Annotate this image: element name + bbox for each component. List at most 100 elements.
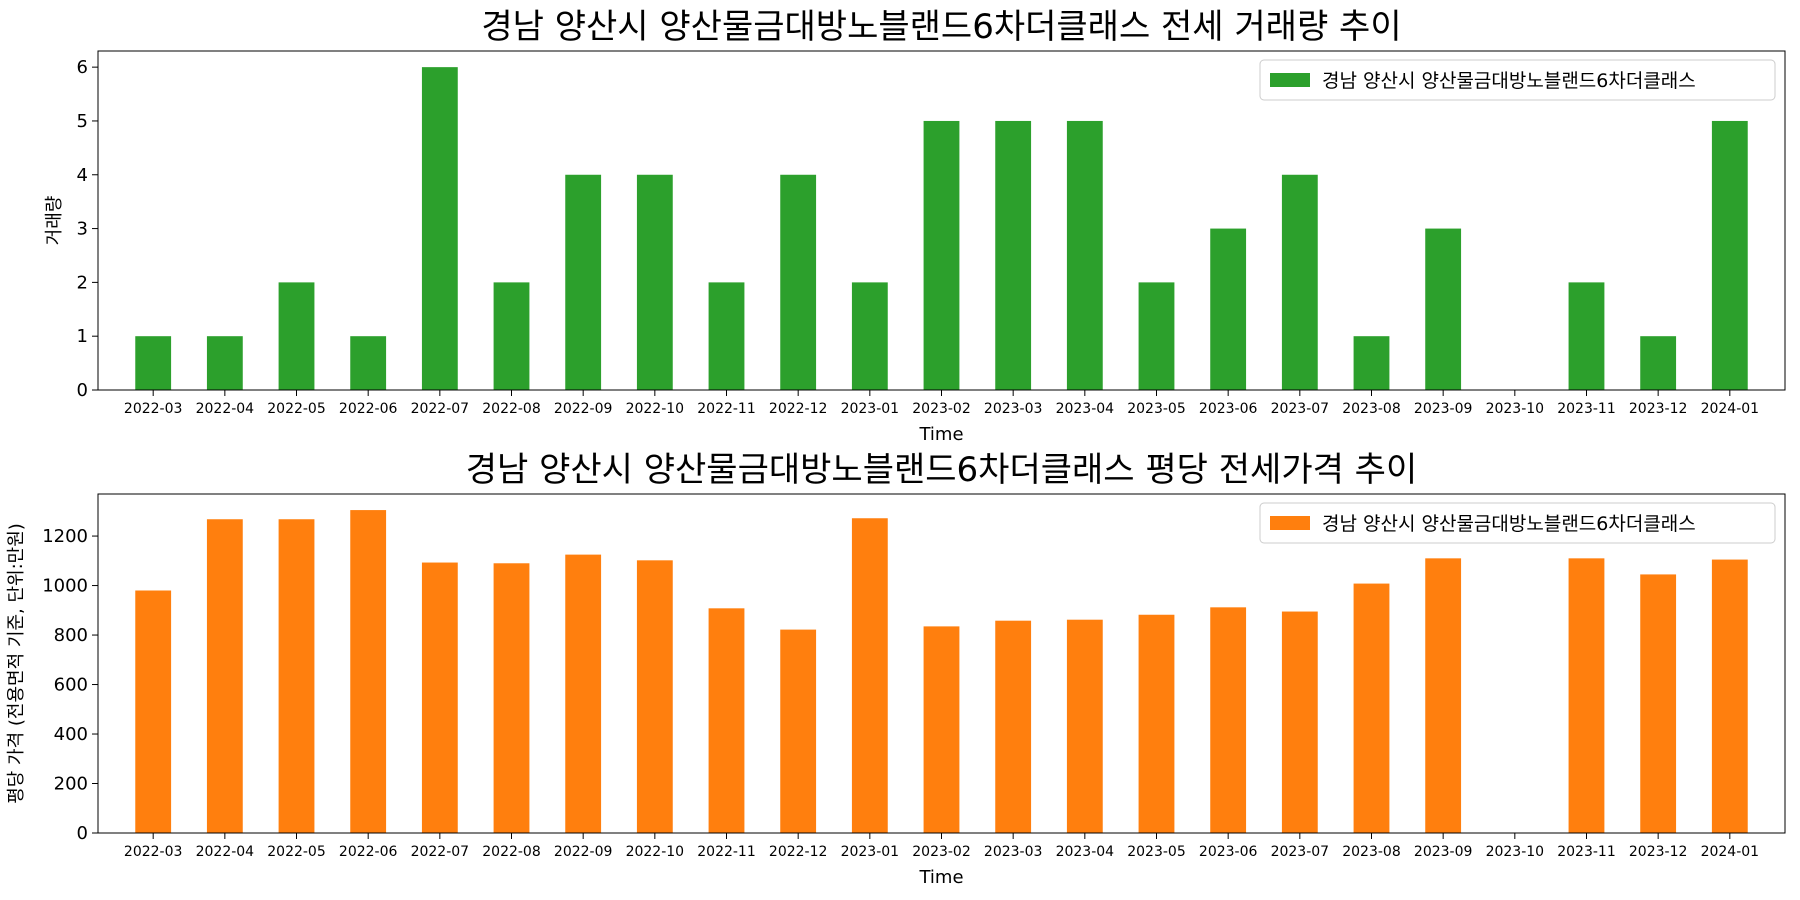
bar-series [135, 67, 1748, 390]
bar-2023-09 [1425, 228, 1462, 390]
xtick-label: 2023-04 [1056, 844, 1115, 860]
bar-2023-07 [1281, 611, 1318, 833]
bar-2023-01 [851, 518, 888, 833]
xtick-label: 2023-01 [841, 401, 900, 417]
xtick-label: 2023-08 [1342, 844, 1401, 860]
bar-2022-11 [708, 282, 745, 390]
y-ticks: 0 200 400 600 800 1000 1200 [42, 526, 98, 844]
xtick-label: 2023-09 [1414, 844, 1473, 860]
legend-label: 경남 양산시 양산물금대방노블랜드6차더클래스 [1322, 513, 1696, 535]
ytick-label: 5 [77, 111, 88, 132]
xtick-label: 2023-03 [984, 401, 1043, 417]
xtick-label: 2023-05 [1127, 401, 1186, 417]
bar-2022-08 [493, 563, 530, 833]
bar-2023-08 [1353, 336, 1390, 390]
bar-2022-08 [493, 282, 530, 390]
ytick-label: 3 [77, 219, 88, 240]
xtick-label: 2022-09 [554, 401, 613, 417]
ytick-label: 2 [77, 272, 88, 293]
bar-2023-04 [1066, 619, 1103, 833]
xtick-label: 2023-07 [1271, 401, 1330, 417]
ytick-label: 1000 [42, 576, 88, 597]
xtick-label: 2022-12 [769, 844, 828, 860]
bar-2022-09 [565, 554, 602, 833]
bar-2022-04 [206, 336, 243, 390]
bar-2023-04 [1066, 120, 1103, 390]
y-ticks: 0 1 2 3 4 5 6 [77, 57, 98, 401]
ytick-label: 1 [77, 326, 88, 347]
bar-2023-03 [995, 620, 1032, 833]
bar-2023-06 [1210, 607, 1247, 833]
x-axis-label: Time [918, 867, 963, 888]
xtick-label: 2022-08 [482, 844, 541, 860]
xtick-label: 2023-02 [912, 844, 971, 860]
chart-title: 경남 양산시 양산물금대방노블랜드6차더클래스 전세 거래량 추이 [481, 7, 1401, 47]
chart-1: 경남 양산시 양산물금대방노블랜드6차더클래스 전세 거래량 추이 0 1 2 3 4 5 6… [44, 7, 1786, 445]
xtick-label: 2022-04 [196, 401, 255, 417]
bar-2022-03 [135, 336, 172, 390]
xtick-label: 2023-01 [841, 844, 900, 860]
bar-2024-01 [1711, 559, 1748, 833]
xtick-label: 2022-06 [339, 844, 398, 860]
xtick-label: 2022-10 [626, 844, 685, 860]
xtick-label: 2023-10 [1486, 844, 1545, 860]
ytick-label: 600 [54, 675, 88, 696]
legend-swatch [1270, 73, 1310, 87]
bar-2022-03 [135, 590, 172, 833]
ytick-label: 0 [77, 380, 88, 401]
bar-2022-10 [636, 560, 673, 833]
bar-2023-12 [1640, 336, 1677, 390]
bar-2023-12 [1640, 574, 1677, 833]
bar-2023-11 [1568, 558, 1605, 833]
bar-2023-02 [923, 626, 960, 833]
xtick-label: 2023-11 [1557, 401, 1616, 417]
legend: 경남 양산시 양산물금대방노블랜드6차더클래스 [1259, 502, 1776, 544]
xtick-label: 2022-09 [554, 844, 613, 860]
bar-2023-07 [1281, 174, 1318, 390]
xtick-label: 2022-11 [697, 844, 756, 860]
ytick-label: 1200 [42, 526, 88, 547]
xtick-label: 2023-11 [1557, 844, 1616, 860]
bar-2024-01 [1711, 120, 1748, 390]
xtick-label: 2022-03 [124, 844, 183, 860]
bar-2023-05 [1138, 282, 1175, 390]
legend-box [1259, 502, 1776, 544]
xtick-label: 2023-08 [1342, 401, 1401, 417]
xtick-label: 2022-05 [267, 401, 326, 417]
bar-2022-06 [350, 510, 387, 833]
ytick-label: 400 [54, 724, 88, 745]
xtick-label: 2023-10 [1486, 401, 1545, 417]
xtick-label: 2023-06 [1199, 844, 1258, 860]
bar-2023-06 [1210, 228, 1247, 390]
bar-2022-10 [636, 174, 673, 390]
chart-title: 경남 양산시 양산물금대방노블랜드6차더클래스 평당 전세가격 추이 [466, 450, 1418, 490]
bar-2022-05 [278, 282, 315, 390]
bar-2022-11 [708, 608, 745, 833]
bar-2022-07 [421, 67, 458, 390]
bar-2023-02 [923, 120, 960, 390]
y-axis-label: 거래량 [44, 196, 65, 246]
xtick-label: 2022-05 [267, 844, 326, 860]
xtick-label: 2022-04 [196, 844, 255, 860]
ytick-label: 4 [77, 165, 88, 186]
ytick-label: 800 [54, 625, 88, 646]
xtick-label: 2024-01 [1701, 844, 1760, 860]
x-ticks: 2022-03 2022-04 2022-05 2022-06 2022-07 2022-… [124, 390, 1759, 417]
xtick-label: 2023-12 [1629, 401, 1688, 417]
bar-2022-05 [278, 519, 315, 833]
xtick-label: 2022-07 [411, 401, 470, 417]
ytick-label: 6 [77, 57, 88, 78]
bar-2023-03 [995, 120, 1032, 390]
legend: 경남 양산시 양산물금대방노블랜드6차더클래스 [1259, 59, 1776, 101]
xtick-label: 2022-08 [482, 401, 541, 417]
bar-2022-07 [421, 562, 458, 833]
xtick-label: 2023-06 [1199, 401, 1258, 417]
xtick-label: 2022-07 [411, 844, 470, 860]
xtick-label: 2022-10 [626, 401, 685, 417]
x-ticks: 2022-03 2022-04 2022-05 2022-06 2022-07 2022-… [124, 833, 1759, 860]
xtick-label: 2024-01 [1701, 401, 1760, 417]
xtick-label: 2023-05 [1127, 844, 1186, 860]
bar-2022-06 [350, 336, 387, 390]
bar-2022-04 [206, 519, 243, 833]
